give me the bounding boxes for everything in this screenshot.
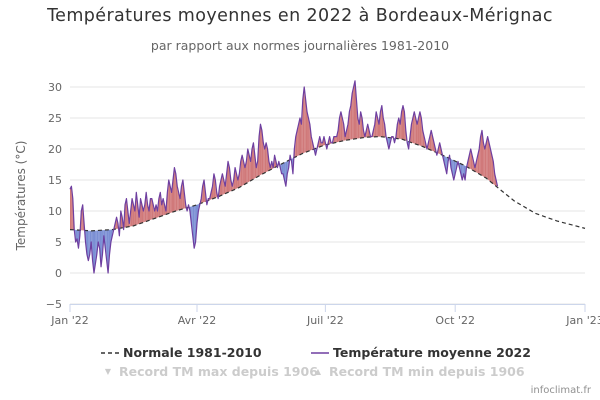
x-tick-label: Jan '22 xyxy=(50,314,88,327)
anomaly-area xyxy=(168,180,171,214)
anomaly-area xyxy=(418,111,420,146)
anomaly-area xyxy=(247,149,250,183)
chart-subtitle: par rapport aux normes journalières 1981… xyxy=(150,38,450,53)
anomaly-area xyxy=(304,87,306,153)
anomaly-area xyxy=(476,155,478,174)
anomaly-area xyxy=(260,124,262,176)
anomaly-area xyxy=(419,111,422,147)
anomaly-area xyxy=(307,111,309,152)
anomaly-area xyxy=(252,142,254,180)
y-tick-label: 20 xyxy=(48,143,62,156)
anomaly-area xyxy=(70,186,72,230)
legend-label-record-min: Record TM min depuis 1906 xyxy=(329,364,525,379)
series-line-normal xyxy=(69,135,586,232)
anomaly-area xyxy=(445,156,447,174)
y-tick-label: 30 xyxy=(48,81,62,94)
anomaly-area xyxy=(283,162,285,180)
chart-title: Températures moyennes en 2022 à Bordeaux… xyxy=(47,6,553,26)
y-tick-label: 0 xyxy=(55,267,62,280)
legend-item-record-min[interactable]: ▲ Record TM min depuis 1906 xyxy=(311,363,525,379)
anomaly-area xyxy=(167,180,169,214)
anomaly-area xyxy=(264,142,267,173)
anomaly-area xyxy=(281,163,284,174)
anomaly-area xyxy=(178,192,181,211)
y-tick-label: 25 xyxy=(48,112,62,125)
anomaly-area xyxy=(141,204,144,223)
anomaly-area xyxy=(298,118,300,156)
anomaly-area xyxy=(335,136,337,143)
anomaly-area xyxy=(253,142,255,180)
triangle-down-icon: ▼ xyxy=(104,367,112,376)
anomaly-area xyxy=(194,205,196,249)
anomaly-area xyxy=(490,149,492,183)
anomaly-area xyxy=(150,198,152,220)
anomaly-area xyxy=(340,111,343,142)
y-tick-label: −5 xyxy=(46,298,62,311)
anomaly-area xyxy=(297,124,299,157)
dashed-line-icon xyxy=(101,351,119,354)
legend-item-record-max[interactable]: ▼ Record TM max depuis 1906 xyxy=(101,363,318,379)
anomaly-area xyxy=(299,118,302,155)
anomaly-area xyxy=(412,111,415,144)
anomaly-area xyxy=(101,230,103,267)
anomaly-area xyxy=(487,136,490,181)
x-tick-label: Avr '22 xyxy=(178,314,216,327)
anomaly-area xyxy=(98,230,100,249)
x-tick-label: Juil '22 xyxy=(306,314,344,327)
anomaly-area xyxy=(414,111,416,145)
anomaly-area xyxy=(349,105,351,140)
anomaly-area xyxy=(242,155,244,186)
anomaly-area xyxy=(174,167,176,212)
triangle-up-icon: ▲ xyxy=(314,367,322,376)
anomaly-area xyxy=(246,149,248,184)
anomaly-area xyxy=(486,136,488,180)
legend-row-main: Normale 1981-2010 Température moyenne 20… xyxy=(0,344,600,362)
anomaly-area xyxy=(143,204,145,223)
anomaly-area xyxy=(175,173,178,211)
anomaly-area xyxy=(161,198,164,216)
y-tick-label: 5 xyxy=(55,236,62,249)
anomaly-area xyxy=(263,142,265,174)
legend-row-records: ▼ Record TM max depuis 1906 ▲ Record TM mi… xyxy=(0,363,600,381)
anomaly-area xyxy=(401,105,403,140)
series-line-actual xyxy=(69,80,499,274)
anomaly-area xyxy=(480,130,482,176)
credit-label[interactable]: infoclimat.fr xyxy=(530,385,591,396)
anomaly-area xyxy=(353,80,356,140)
x-tick-label: Jan '23 xyxy=(565,314,600,327)
y-axis-title: Températures (°C) xyxy=(14,141,28,252)
anomaly-area xyxy=(417,118,419,146)
legend-item-normal[interactable]: Normale 1981-2010 xyxy=(101,344,262,360)
y-tick-label: 10 xyxy=(48,205,62,218)
y-tick-label: 15 xyxy=(48,174,62,187)
anomaly-area xyxy=(352,87,354,140)
anomaly-area xyxy=(333,136,336,143)
solid-line-icon xyxy=(311,351,329,354)
anomaly-area xyxy=(484,142,487,179)
anomaly-area xyxy=(489,142,491,182)
anomaly-area xyxy=(170,186,172,213)
legend-label-record-max: Record TM max depuis 1906 xyxy=(119,364,318,379)
legend-label-normal: Normale 1981-2010 xyxy=(123,345,262,360)
x-tick-label: Oct '22 xyxy=(435,314,475,327)
anomaly-area xyxy=(483,142,485,178)
legend-label-actual: Température moyenne 2022 xyxy=(333,345,531,360)
legend-item-actual[interactable]: Température moyenne 2022 xyxy=(311,344,531,360)
